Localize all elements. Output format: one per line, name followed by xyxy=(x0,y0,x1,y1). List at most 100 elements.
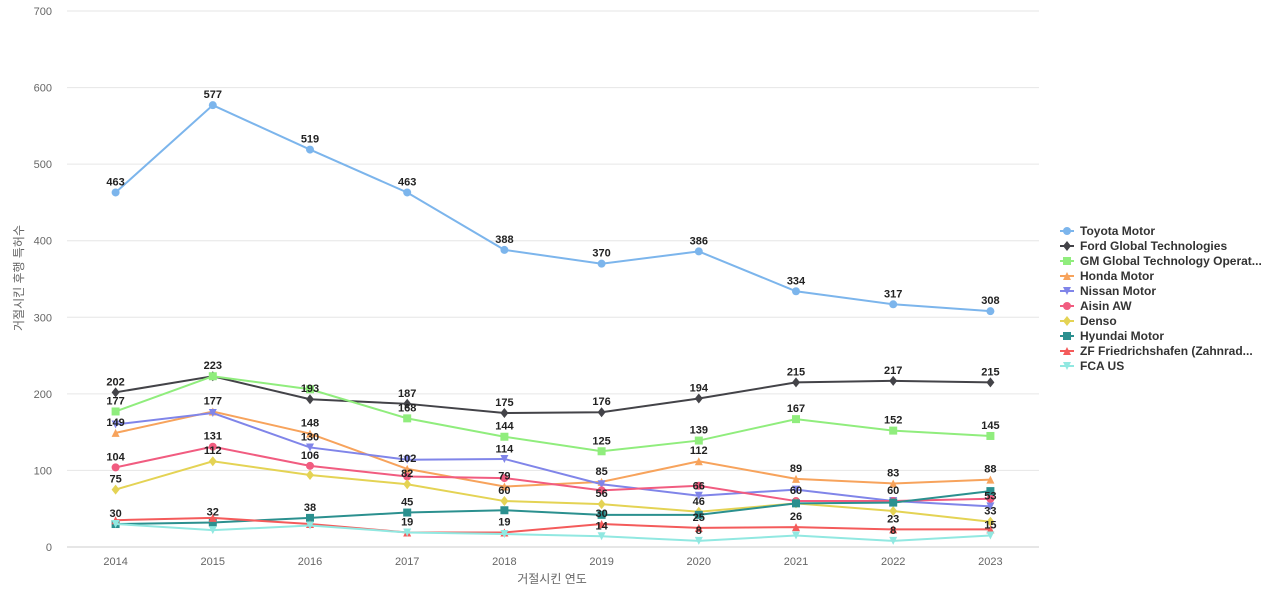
data-point[interactable] xyxy=(694,510,703,519)
data-point[interactable] xyxy=(306,145,314,154)
data-point[interactable] xyxy=(986,516,995,527)
data-point[interactable] xyxy=(597,520,606,529)
legend-marker[interactable] xyxy=(1063,347,1071,355)
data-point[interactable] xyxy=(889,506,898,517)
data-point[interactable] xyxy=(597,259,606,268)
legend-marker[interactable] xyxy=(1063,287,1071,295)
data-point[interactable] xyxy=(500,245,509,254)
legend-item[interactable]: Ford Global Technologies xyxy=(1060,239,1227,253)
data-point[interactable] xyxy=(986,494,995,503)
data-point[interactable] xyxy=(403,398,412,409)
data-point[interactable] xyxy=(694,481,703,490)
data-point[interactable] xyxy=(208,456,217,467)
data-point[interactable] xyxy=(792,499,800,508)
data-point[interactable] xyxy=(208,442,217,451)
data-point[interactable] xyxy=(792,474,800,483)
data-point[interactable] xyxy=(792,523,800,532)
legend-marker[interactable] xyxy=(1063,227,1071,235)
legend-marker[interactable] xyxy=(1063,257,1071,265)
data-point[interactable] xyxy=(500,506,509,515)
data-point[interactable] xyxy=(694,393,703,404)
data-point[interactable] xyxy=(403,528,412,537)
legend-item[interactable]: Hyundai Motor xyxy=(1060,329,1164,343)
data-point[interactable] xyxy=(792,531,800,540)
data-point[interactable] xyxy=(403,479,412,490)
data-point[interactable] xyxy=(500,496,509,507)
data-point[interactable] xyxy=(208,372,217,381)
legend-marker[interactable] xyxy=(1063,302,1071,310)
data-point[interactable] xyxy=(792,485,800,494)
legend-item[interactable]: Nissan Motor xyxy=(1060,284,1156,298)
data-point[interactable] xyxy=(403,464,412,473)
legend-item[interactable]: Aisin AW xyxy=(1060,299,1132,313)
data-point[interactable] xyxy=(694,247,703,256)
data-point[interactable] xyxy=(500,474,509,483)
data-point[interactable] xyxy=(792,287,800,296)
data-point[interactable] xyxy=(694,536,703,545)
data-point[interactable] xyxy=(500,408,509,418)
legend-item[interactable]: ZF Friedrichshafen (Zahnrad... xyxy=(1060,344,1253,358)
legend-marker[interactable] xyxy=(1063,362,1071,370)
data-point[interactable] xyxy=(986,431,995,440)
data-point[interactable] xyxy=(111,520,120,529)
data-point[interactable] xyxy=(111,420,120,429)
data-point[interactable] xyxy=(597,447,606,456)
legend-marker[interactable] xyxy=(1063,316,1071,326)
data-point[interactable] xyxy=(306,513,314,522)
legend-item[interactable]: GM Global Technology Operat... xyxy=(1060,254,1262,268)
data-point[interactable] xyxy=(889,479,898,488)
data-point[interactable] xyxy=(403,414,412,423)
data-point[interactable] xyxy=(111,428,120,437)
data-point[interactable] xyxy=(792,415,800,424)
data-point[interactable] xyxy=(500,432,509,441)
data-point[interactable] xyxy=(792,377,800,388)
data-point[interactable] xyxy=(403,508,412,517)
data-point[interactable] xyxy=(306,429,314,438)
data-point[interactable] xyxy=(597,480,606,489)
data-point[interactable] xyxy=(500,454,509,463)
data-point[interactable] xyxy=(111,188,120,197)
data-point[interactable] xyxy=(111,463,120,472)
data-point[interactable] xyxy=(889,300,898,309)
data-point[interactable] xyxy=(208,513,217,522)
data-point[interactable] xyxy=(306,461,314,470)
data-point[interactable] xyxy=(986,502,995,511)
data-point[interactable] xyxy=(403,188,412,197)
legend-marker[interactable] xyxy=(1063,332,1071,340)
data-point[interactable] xyxy=(889,525,898,534)
data-point[interactable] xyxy=(889,426,898,435)
legend-item[interactable]: Honda Motor xyxy=(1060,269,1154,283)
data-point[interactable] xyxy=(111,387,120,398)
legend-item[interactable]: Toyota Motor xyxy=(1060,224,1155,238)
data-point[interactable] xyxy=(403,455,412,464)
data-point[interactable] xyxy=(986,307,995,316)
data-point[interactable] xyxy=(694,436,703,445)
data-point[interactable] xyxy=(208,518,217,527)
data-point[interactable] xyxy=(111,484,120,495)
data-point[interactable] xyxy=(694,523,703,532)
legend-marker[interactable] xyxy=(1063,241,1071,251)
legend-item[interactable]: Denso xyxy=(1060,314,1117,328)
data-point[interactable] xyxy=(208,101,217,110)
data-point[interactable] xyxy=(111,407,120,416)
data-point[interactable] xyxy=(889,498,898,507)
legend-item[interactable]: FCA US xyxy=(1060,359,1124,373)
data-point[interactable] xyxy=(403,472,412,481)
data-point[interactable] xyxy=(500,482,509,491)
data-point[interactable] xyxy=(208,409,217,417)
data-point[interactable] xyxy=(694,457,703,466)
data-point[interactable] xyxy=(306,470,314,481)
data-point[interactable] xyxy=(597,486,606,495)
data-point[interactable] xyxy=(306,385,314,394)
data-point[interactable] xyxy=(500,529,509,538)
data-point[interactable] xyxy=(694,491,703,500)
data-point[interactable] xyxy=(208,526,217,535)
legend-marker[interactable] xyxy=(1063,272,1071,280)
data-point[interactable] xyxy=(986,475,995,484)
data-point[interactable] xyxy=(306,394,314,405)
data-point[interactable] xyxy=(889,375,898,386)
data-point[interactable] xyxy=(597,532,606,541)
data-point[interactable] xyxy=(986,525,995,534)
data-point[interactable] xyxy=(986,377,995,388)
data-point[interactable] xyxy=(597,407,606,418)
